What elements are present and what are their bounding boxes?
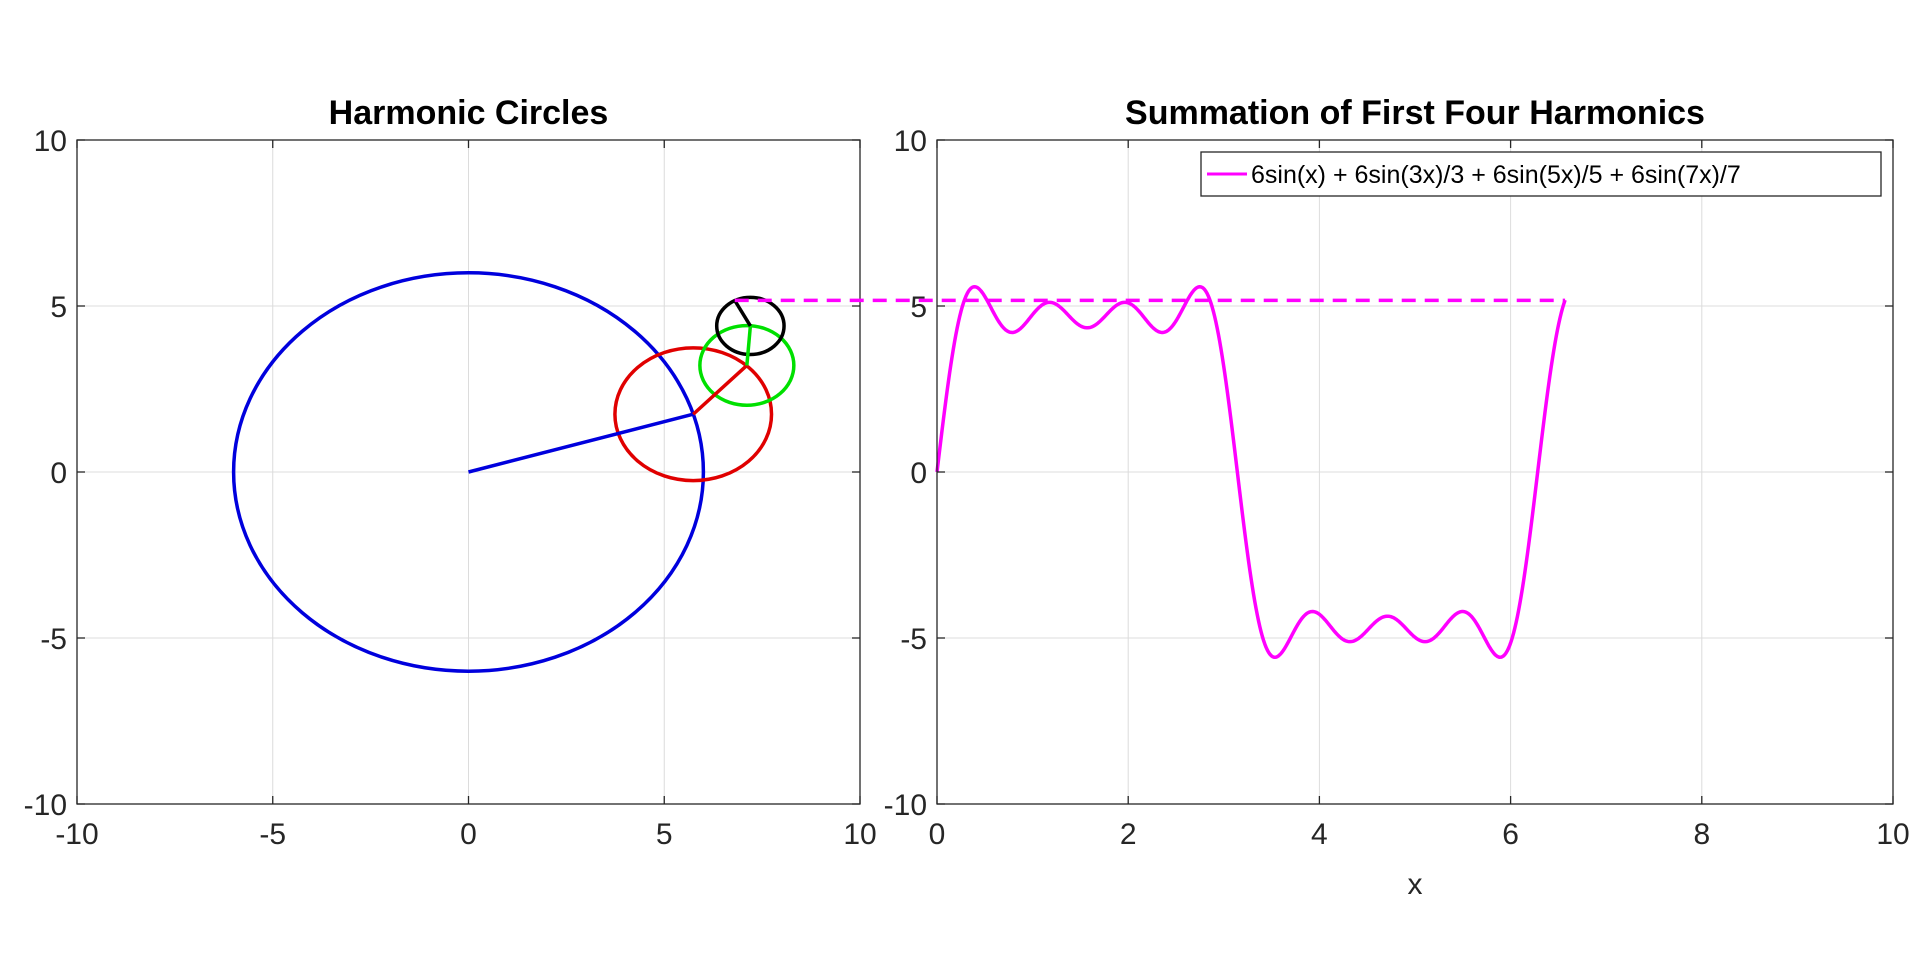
harmonic-sum-ticks: 0 2 4 6 8 10 -10 -5 0 5 10 (884, 125, 1910, 851)
y-tick-label: 0 (50, 457, 67, 490)
radius-segment-4 (733, 299, 752, 327)
x-tick-label: 0 (460, 818, 477, 851)
harmonic-circle-2 (613, 346, 774, 483)
x-tick-label: -5 (259, 818, 286, 851)
x-tick-label: 6 (1502, 818, 1519, 851)
x-tick-label: 4 (1311, 818, 1328, 851)
y-tick-label: 0 (910, 457, 927, 490)
y-tick-label: -10 (24, 789, 67, 822)
harmonic-circles-axes: -10 -5 0 5 10 -10 -5 0 5 10 Harmonic Circles (24, 94, 877, 851)
harmonic-sum-data (935, 284, 1567, 660)
harmonic-circle-3 (698, 323, 796, 408)
y-tick-label: -5 (900, 623, 927, 656)
x-tick-label: 10 (843, 818, 876, 851)
harmonic-circle-4 (714, 295, 786, 357)
harmonic-sum-title: Summation of First Four Harmonics (1125, 94, 1705, 132)
radius-segment-1 (468, 412, 694, 474)
harmonic-circle-1 (231, 271, 706, 673)
radius-segment-2 (692, 364, 749, 416)
y-tick-label: 5 (910, 291, 927, 324)
harmonic-sum-x-axis-label: x (1408, 868, 1423, 901)
x-tick-label: 2 (1120, 818, 1137, 851)
y-tick-label: 5 (50, 291, 67, 324)
x-tick-label: 5 (656, 818, 673, 851)
harmonic-circles-title: Harmonic Circles (329, 94, 609, 132)
y-tick-label: 10 (894, 125, 927, 158)
x-tick-label: 0 (929, 818, 946, 851)
harmonic-circles-data (231, 271, 796, 673)
y-tick-label: -10 (884, 789, 927, 822)
series-line-harmonic-sum (935, 284, 1567, 660)
y-tick-label: -5 (40, 623, 67, 656)
legend-box (1200, 151, 1882, 197)
harmonic-circles-ticks: -10 -5 0 5 10 -10 -5 0 5 10 (24, 125, 877, 851)
y-tick-label: 10 (34, 125, 67, 158)
radius-segment-3 (745, 325, 753, 366)
harmonic-sum-axes: 0 2 4 6 8 10 -10 -5 0 5 10 Summation of First Four… (884, 94, 1910, 901)
legend-entry-label: 6sin(x) + 6sin(3x)/3 + 6sin(5x)/5 + 6sin… (1251, 161, 1741, 189)
x-tick-label: 8 (1693, 818, 1710, 851)
legend: 6sin(x) + 6sin(3x)/3 + 6sin(5x)/5 + 6sin… (1200, 151, 1882, 197)
x-tick-label: 10 (1876, 818, 1909, 851)
x-tick-label: -10 (55, 818, 98, 851)
